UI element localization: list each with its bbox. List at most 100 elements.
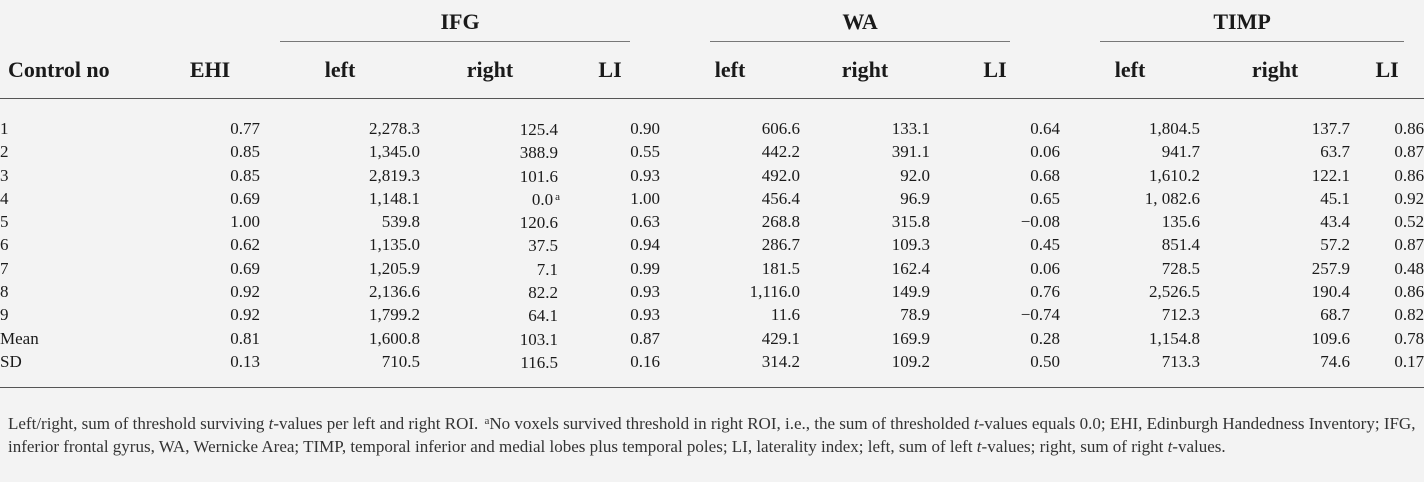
wa-left-cell-value: 492.0: [761, 165, 801, 185]
timp-li-cell: 0.17: [1350, 350, 1424, 379]
timp-li-cell: 0.82: [1350, 303, 1424, 326]
timp-li-cell-value: 0.52: [1394, 212, 1424, 232]
timp-right-cell: 257.9: [1200, 257, 1350, 280]
wa-left-cell-value: 456.4: [761, 188, 801, 208]
control-cell-value: 9: [0, 305, 9, 325]
timp-right-cell: 68.7: [1200, 303, 1350, 326]
ehi-cell: 1.00: [160, 210, 260, 233]
col-header-wa-right: right: [841, 57, 889, 82]
control-cell-value: Mean: [0, 328, 39, 348]
ifg-li-cell: 0.93: [560, 303, 660, 326]
wa-right-cell-value: 96.9: [900, 188, 931, 208]
ifg-left-cell-value: 1,148.1: [369, 188, 420, 208]
control-cell-value: 1: [0, 119, 9, 138]
timp-li-cell: 0.78: [1350, 327, 1424, 350]
timp-li-cell: 0.87: [1350, 233, 1424, 256]
control-cell: 1: [0, 117, 160, 140]
wa-right-cell: 78.9: [800, 303, 930, 326]
table-row: Mean 0.81 1,600.8 103.1 0.87 429.1 169.9 0.28 1,…: [0, 327, 1424, 350]
wa-li-cell: −0.08: [930, 210, 1060, 233]
wa-right-cell: 109.2: [800, 350, 930, 379]
table-row: 5 1.00 539.8 120.6 0.63 268.8 315.8 −0.08 135.6 4…: [0, 210, 1424, 233]
ehi-cell: 0.85: [160, 164, 260, 187]
footnote-part-2: -values per left and right ROI.: [273, 414, 483, 433]
group-header-wa: WA: [660, 0, 1060, 42]
timp-right-cell: 57.2: [1200, 233, 1350, 256]
group-header-ifg: IFG: [260, 0, 660, 42]
ifg-right-cell: 64.1: [420, 303, 560, 326]
wa-left-cell-value: 286.7: [761, 235, 801, 255]
timp-li-cell: 0.48: [1350, 257, 1424, 280]
ifg-right-cell: 125.4: [420, 117, 560, 140]
wa-left-cell-value: 11.6: [770, 305, 801, 325]
ehi-cell-value: 0.77: [230, 119, 260, 138]
ifg-left-cell-value: 539.8: [381, 212, 420, 232]
ifg-li-cell-value: 0.93: [630, 305, 661, 325]
ehi-cell: 0.92: [160, 303, 260, 326]
footnote-superscript-a: a: [484, 415, 490, 427]
wa-right-cell-value: 169.9: [891, 328, 931, 348]
col-header-timp-left: left: [1114, 57, 1146, 82]
table-row: 6 0.62 1,135.0 37.5 0.94 286.7 109.3 0.45 851.4 5…: [0, 233, 1424, 256]
ifg-left-cell-value: 1,345.0: [369, 142, 420, 162]
control-cell-value: 8: [0, 282, 9, 302]
control-cell: 3: [0, 164, 160, 187]
group-header-row: IFG WA TIMP: [0, 0, 1424, 42]
col-header-wa-li: LI: [983, 57, 1007, 82]
wa-left-cell-value: 429.1: [761, 328, 801, 348]
footnote-t-3: t: [976, 437, 982, 456]
timp-right-cell: 43.4: [1200, 210, 1350, 233]
ehi-cell: 0.13: [160, 350, 260, 379]
ifg-right-cell: 0.0 a: [420, 187, 560, 210]
ehi-cell: 0.85: [160, 140, 260, 163]
ehi-cell: 0.77: [160, 117, 260, 140]
timp-right-cell: 45.1: [1200, 187, 1350, 210]
ifg-li-cell: 0.90: [560, 117, 660, 140]
wa-right-cell: 391.1: [800, 140, 930, 163]
ifg-right-cell: 37.5: [420, 233, 560, 256]
ifg-li-cell-value: 0.93: [630, 282, 661, 302]
ehi-cell-value: 0.69: [230, 258, 260, 278]
timp-right-cell: 63.7: [1200, 140, 1350, 163]
ehi-cell: 0.81: [160, 327, 260, 350]
ehi-cell: 0.92: [160, 280, 260, 303]
wa-right-cell: 96.9: [800, 187, 930, 210]
ifg-left-cell: 1,135.0: [260, 233, 420, 256]
ifg-right-cell-value: 37.5: [528, 236, 558, 256]
timp-left-cell-value: 728.5: [1161, 258, 1201, 278]
ifg-left-cell-value: 2,819.3: [369, 165, 420, 185]
wa-left-cell-value: 181.5: [761, 258, 801, 278]
wa-left-cell: 1,116.0: [660, 280, 800, 303]
ehi-cell-value: 0.85: [230, 165, 260, 185]
wa-left-cell: 492.0: [660, 164, 800, 187]
ifg-right-cell-value: 388.9: [519, 143, 558, 163]
timp-left-cell: 851.4: [1060, 233, 1200, 256]
col-header-ifg-left: left: [324, 57, 356, 82]
wa-li-cell: 0.64: [930, 117, 1060, 140]
wa-left-cell-value: 606.6: [761, 119, 801, 138]
timp-left-cell-value: 135.6: [1161, 212, 1201, 232]
table-row: 1 0.77 2,278.3 125.4 0.90 606.6 133.1 0.64 1,804…: [0, 117, 1424, 140]
ifg-left-cell: 1,600.8: [260, 327, 420, 350]
ifg-li-cell-value: 0.93: [630, 165, 661, 185]
timp-li-cell-value: 0.17: [1394, 351, 1424, 371]
wa-left-cell: 456.4: [660, 187, 800, 210]
timp-left-cell: 135.6: [1060, 210, 1200, 233]
timp-left-cell-value: 712.3: [1161, 305, 1201, 325]
timp-left-cell: 1, 082.6: [1060, 187, 1200, 210]
ehi-cell-value: 0.69: [230, 188, 260, 208]
timp-li-cell: 0.52: [1350, 210, 1424, 233]
wa-li-cell: 0.45: [930, 233, 1060, 256]
ifg-right-cell-value: 120.6: [519, 213, 558, 233]
control-cell: 2: [0, 140, 160, 163]
ehi-cell-value: 0.92: [230, 305, 260, 325]
ifg-left-cell: 1,345.0: [260, 140, 420, 163]
ifg-left-cell-value: 1,799.2: [369, 305, 420, 325]
table-row: 8 0.92 2,136.6 82.2 0.93 1,116.0 149.9 0.76 2,52…: [0, 280, 1424, 303]
ehi-cell-value: 0.62: [230, 235, 260, 255]
timp-right-cell: 122.1: [1200, 164, 1350, 187]
ifg-right-cell-value: 7.1: [536, 259, 558, 279]
timp-li-cell-value: 0.48: [1394, 258, 1424, 278]
wa-left-cell: 442.2: [660, 140, 800, 163]
timp-right-cell-value: 190.4: [1311, 282, 1351, 302]
